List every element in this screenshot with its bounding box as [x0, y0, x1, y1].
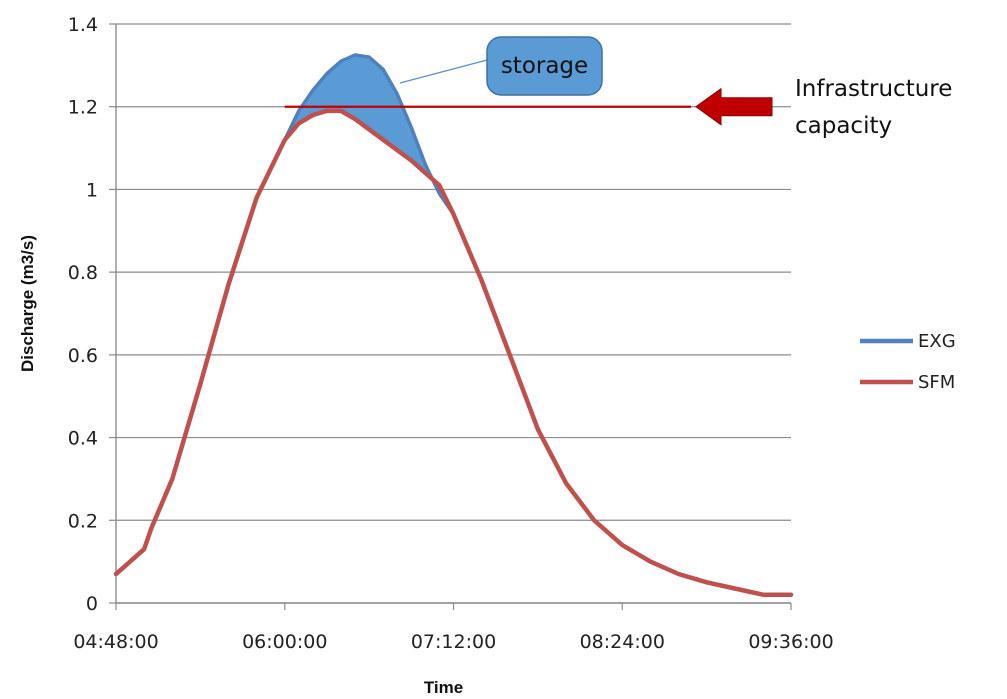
- x-tick-label: 07:12:00: [411, 631, 496, 653]
- capacity-label-line: Infrastructure: [795, 76, 952, 102]
- x-tick-label: 04:48:00: [73, 631, 158, 653]
- y-tick-label: 1: [86, 179, 98, 201]
- storage-callout-label: storage: [501, 53, 588, 79]
- y-tick-label: 0: [86, 593, 98, 615]
- storage-area: [284, 55, 454, 215]
- y-tick-label: 1.4: [68, 14, 98, 36]
- series-lines: [113, 53, 794, 597]
- capacity-annotation: Infrastructure capacity storage: [284, 36, 952, 139]
- series-line-exg: [283, 53, 456, 216]
- x-tick-labels: 04:48:00 06:00:00 07:12:00 08:24:00 09:36:00: [73, 603, 834, 653]
- axes: [115, 24, 791, 604]
- x-tick-label: 06:00:00: [242, 631, 327, 653]
- legend-label-sfm: SFM: [918, 372, 955, 393]
- y-tick-label: 0.8: [68, 262, 98, 284]
- storage-callout-box: [486, 36, 603, 96]
- storage-fill: [284, 55, 454, 215]
- gridlines: [109, 23, 791, 604]
- capacity-arrow-icon: [695, 87, 773, 126]
- y-tick-label: 0.2: [68, 510, 98, 532]
- storage-callout-pointer: [399, 59, 488, 84]
- series-line-sfm: [113, 108, 794, 597]
- x-tick-label: 08:24:00: [580, 631, 665, 653]
- capacity-label-line: capacity: [795, 113, 892, 139]
- capacity-label: Infrastructure capacity: [795, 76, 952, 139]
- legend-label-exg: EXG: [918, 331, 956, 352]
- y-tick-label: 0.4: [68, 428, 98, 450]
- x-axis-title: Time: [424, 678, 463, 697]
- x-tick-label: 09:36:00: [748, 631, 833, 653]
- y-tick-labels: 0 0.2 0.4 0.6 0.8 1 1.2 1.4: [68, 14, 98, 615]
- y-tick-label: 0.6: [68, 345, 98, 367]
- y-tick-label: 1.2: [68, 97, 98, 119]
- legend: EXG SFM: [860, 331, 956, 393]
- y-axis-title: Discharge (m3/s): [18, 235, 37, 372]
